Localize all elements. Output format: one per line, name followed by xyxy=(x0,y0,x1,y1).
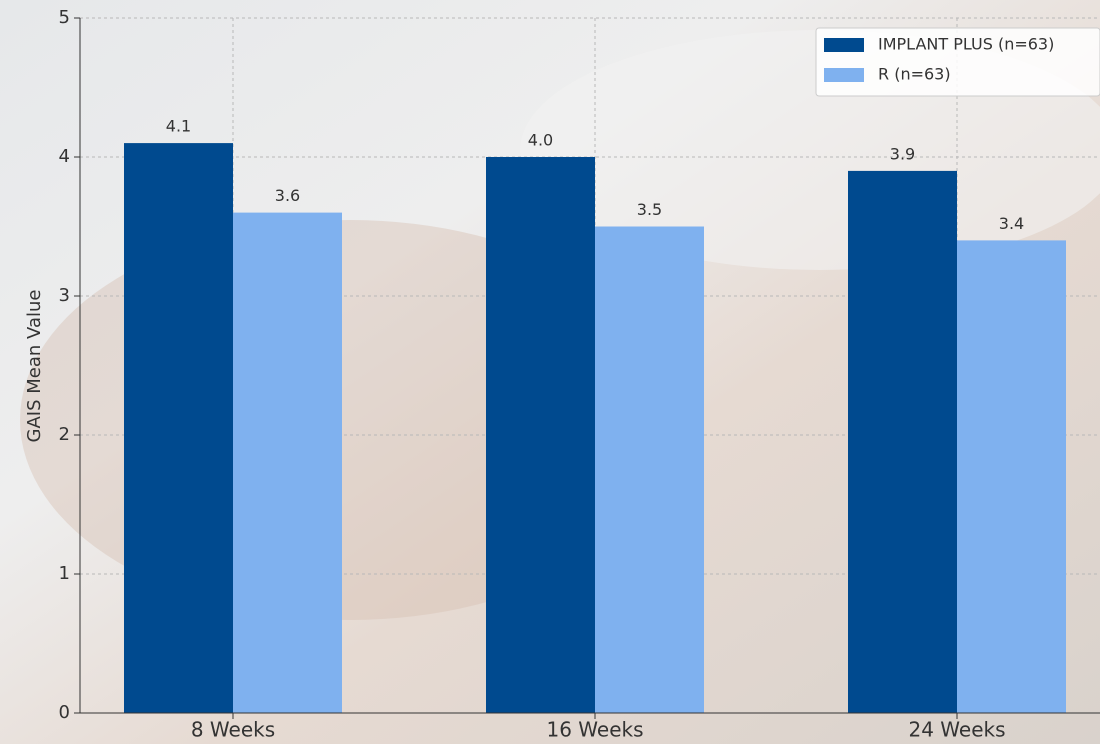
value-label: 3.6 xyxy=(275,186,300,205)
value-label: 3.4 xyxy=(999,214,1024,233)
legend-box xyxy=(815,27,1100,97)
legend-label: IMPLANT PLUS (n=63) xyxy=(878,35,1054,54)
value-label: 3.9 xyxy=(890,144,915,163)
value-label: 4.0 xyxy=(528,131,553,150)
bar xyxy=(595,226,704,713)
y-tick-label: 4 xyxy=(59,146,70,167)
y-tick-label: 3 xyxy=(59,285,70,306)
x-tick-label: 16 Weeks xyxy=(546,718,643,742)
y-axis-label: GAIS Mean Value xyxy=(24,290,45,443)
bar xyxy=(124,143,233,714)
bar xyxy=(848,170,957,713)
legend-swatch xyxy=(824,68,864,82)
y-tick-label: 0 xyxy=(59,702,70,723)
x-tick-label: 24 Weeks xyxy=(908,718,1005,742)
bar xyxy=(957,240,1066,713)
value-label: 3.5 xyxy=(637,200,662,219)
value-label: 4.1 xyxy=(166,117,191,136)
y-tick-label: 2 xyxy=(59,424,70,445)
bar xyxy=(233,212,342,713)
y-tick-label: 1 xyxy=(59,563,70,584)
x-tick-label: 8 Weeks xyxy=(191,718,275,742)
legend-swatch xyxy=(824,38,864,52)
y-tick-label: 5 xyxy=(59,7,70,28)
legend-label: R (n=63) xyxy=(878,65,951,84)
bar xyxy=(486,157,595,713)
